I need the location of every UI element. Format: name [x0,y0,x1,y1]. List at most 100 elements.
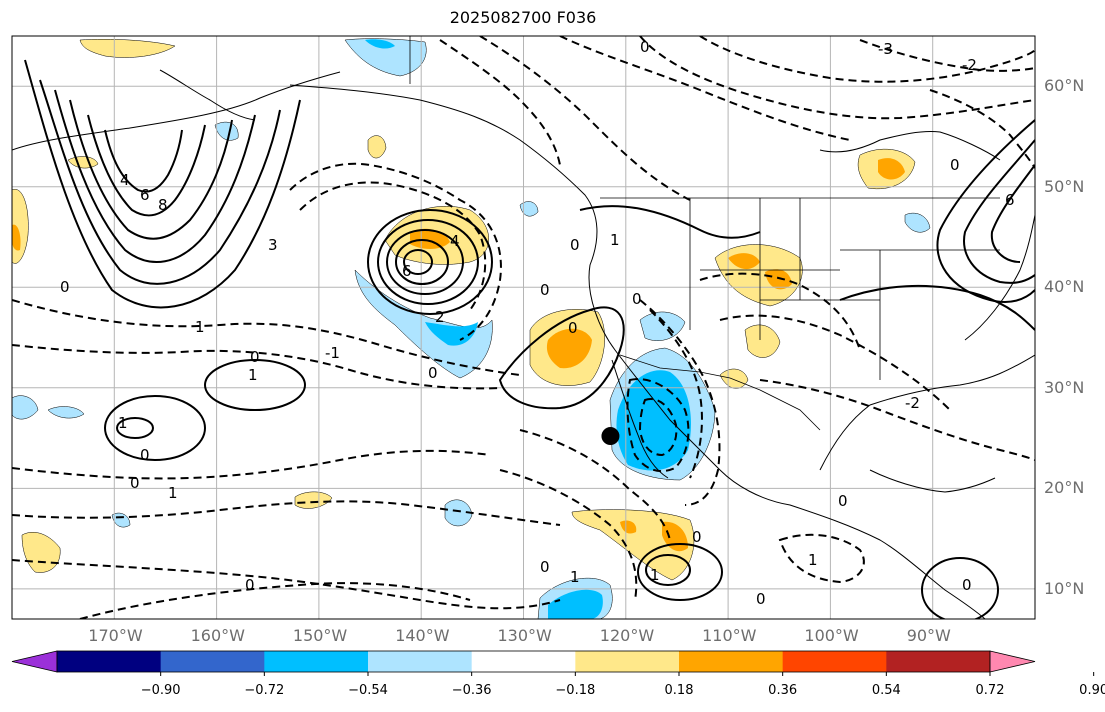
contour-negative [519,429,671,541]
contour-negative [12,344,501,390]
contour-label: 0 [140,446,150,464]
latitude-label: 30°N [1044,377,1085,397]
contour-0 [839,284,1035,331]
map-body: 0 -3 -2 6 8 4 3 6 4 2 0 1 -1 0 1 0 0 0 0… [12,36,1035,619]
contour-label: 0 [540,558,550,576]
contour-label: 0 [130,474,140,492]
strong-positive-anomaly-area [728,253,760,270]
longitude-label: 90°W [906,626,951,645]
negative-anomaly-area [214,121,239,141]
contour-negative [639,299,721,506]
strong-positive-anomaly-area [410,228,450,249]
coastlines [12,69,1035,619]
contour-label: 1 [118,414,128,432]
contour-negative [12,559,561,610]
contour-label: 1 [248,366,258,384]
colorbar-tick-label: −0.72 [244,683,285,698]
chart-title: 2025082700 F036 [449,8,597,27]
east-coast [964,214,1035,341]
contour-label: 3 [268,236,278,254]
colorbar-segment [575,651,680,672]
baja-california [611,359,669,479]
colorbar-segment [57,651,162,672]
strong-negative-anomaly-area [365,39,395,49]
contour-label: 2 [435,308,445,326]
east-trough-contour [936,119,1035,303]
colorbar-segment [368,651,473,672]
latitude-label: 40°N [1044,277,1085,297]
strong-negative-anomaly-area [548,589,603,619]
strong-positive-anomaly-area [878,158,905,180]
positive-anomaly-area [744,324,781,358]
hudson-bay-coast [819,131,1001,161]
positive-anomaly-area [294,491,333,509]
contour-label: 1 [808,551,818,569]
contour-label: 1 [168,484,178,502]
contour-1 [116,417,154,439]
shading-layer [12,38,931,619]
negative-anomaly-area [47,406,85,419]
east-trough-contour [963,139,1035,284]
contour-negative [719,314,951,411]
state-borders [689,198,1000,380]
contour-negative [859,39,1035,72]
contour-0 [104,395,206,461]
political-borders [409,36,1000,431]
colorbar-tick-label: 0.90 [1079,683,1105,698]
contour-negative [12,500,561,526]
colorbar-segment [679,651,784,672]
contour-label: 1 [570,568,580,586]
strong-positive-anomaly-area [546,328,592,369]
colorbar-segment [264,651,369,672]
contour-0 [921,557,999,619]
ridge-contour [104,129,183,193]
colorbar-tick-label: 0.18 [664,683,694,698]
longitude-label: 110°W [702,626,757,645]
contour-label: 1 [650,566,660,584]
contour-label: 0 [632,290,642,308]
contour-negative [12,449,491,480]
low-contour [395,239,449,285]
contour-label: 0 [570,236,580,254]
contour-negative [638,398,678,457]
latitude-label: 60°N [1044,76,1085,96]
us-mexico-border [619,354,821,431]
longitude-label: 100°W [804,626,859,645]
contours-negative [12,36,1035,619]
colorbar-tick-label: 0.36 [768,683,798,698]
negative-anomaly-area [12,395,39,420]
contour-label: 0 [245,576,255,594]
contour-label: 6 [1005,191,1015,209]
contour-label: 1 [195,318,205,336]
contour-label: 8 [158,196,168,214]
colorbar-tick-label: 0.54 [871,683,901,698]
longitude-label: 120°W [599,626,655,645]
contour-label: 0 [250,348,260,366]
contour-label: 0 [962,576,972,594]
low-contour [377,219,479,305]
colorbar-segment [160,651,265,672]
contour-negative [699,272,861,351]
contour-label: -1 [325,344,340,362]
colorbar-segment [471,651,576,672]
longitude-label: 170°W [88,626,143,645]
strong-negative-anomaly-area [425,322,478,346]
contour-negative [299,181,487,311]
contour-negative [929,89,1035,169]
colorbar-tick-label: −0.18 [555,683,596,698]
contour-label: 0 [756,590,766,608]
longitude-label: 130°W [497,626,552,645]
contour-label: 1 [610,231,620,249]
alaska-peninsula [159,69,256,121]
contour-label: 4 [120,171,130,189]
contour-label: -2 [905,394,920,412]
longitude-label: 160°W [190,626,245,645]
contour-label: 0 [692,528,702,546]
contour-negative [626,378,690,473]
longitude-label: 140°W [395,626,450,645]
ridge-contour [39,79,281,285]
contour-label: -2 [962,56,977,74]
contour-negative [759,379,1035,461]
contour-label: 6 [402,262,412,280]
latitude-label: 10°N [1044,578,1085,598]
